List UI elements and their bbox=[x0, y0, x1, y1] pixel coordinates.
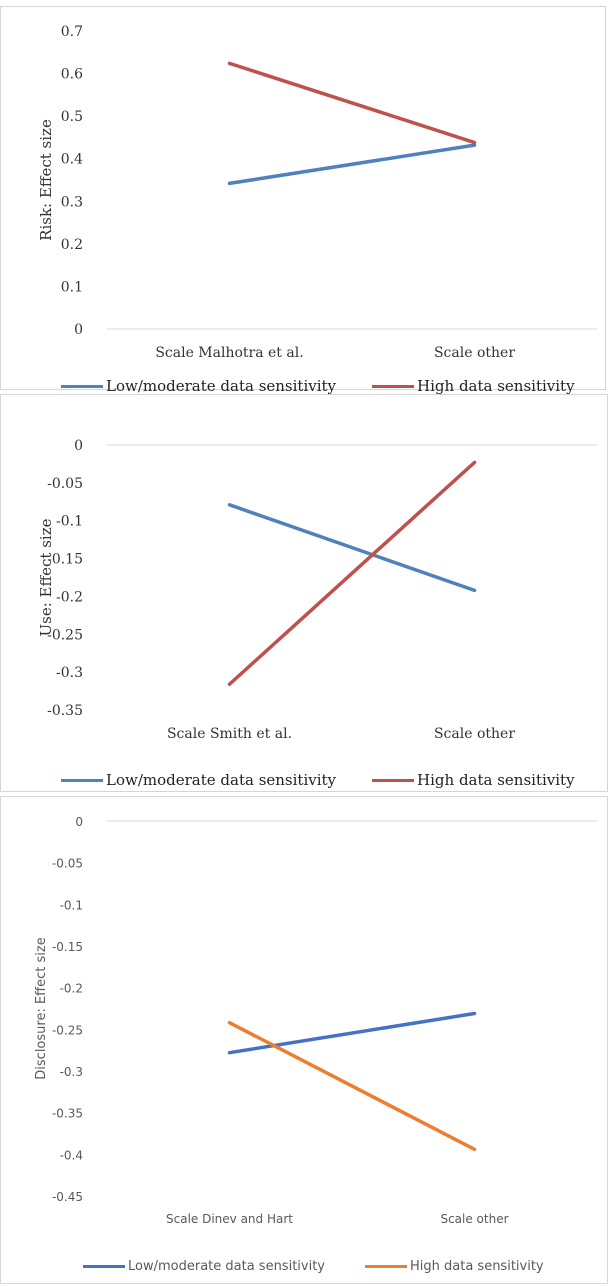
y-tick-label: -0.35 bbox=[52, 1107, 83, 1121]
use-chart-panel: 0 -0.05 -0.1 -0.15 -0.2 -0.25 -0.3 -0.35 Scale S… bbox=[0, 394, 608, 792]
disclosure-chart-panel: 0 -0.05 -0.1 -0.15 -0.2 -0.25 -0.3 -0.35 -0.4 -0.… bbox=[0, 796, 608, 1284]
series-line-high bbox=[227, 460, 477, 687]
y-tick-label: -0.05 bbox=[52, 857, 83, 871]
y-tick-label: 0.5 bbox=[61, 109, 83, 125]
y-tick-label: -0.2 bbox=[56, 589, 83, 605]
y-tick-label: -0.35 bbox=[47, 703, 83, 719]
x-tick-label: Scale Malhotra et al. bbox=[155, 345, 303, 361]
legend-swatch-low bbox=[61, 778, 103, 782]
y-tick-label: -0.3 bbox=[56, 665, 83, 681]
y-tick-label: -0.25 bbox=[52, 1023, 83, 1037]
y-tick-label: -0.45 bbox=[52, 1190, 83, 1204]
legend-swatch-low bbox=[61, 384, 103, 388]
legend-swatch-high bbox=[372, 778, 415, 782]
legend-item-high: High data sensitivity bbox=[365, 1259, 544, 1274]
y-tick-label: 0 bbox=[75, 815, 83, 829]
x-tick-label: Scale Dinev and Hart bbox=[166, 1212, 293, 1226]
series-line-low-moderate bbox=[227, 143, 477, 186]
series-line-high bbox=[227, 1020, 477, 1152]
series-line-low-moderate bbox=[227, 1011, 477, 1055]
legend-item-low: Low/moderate data sensitivity bbox=[83, 1259, 325, 1274]
y-tick-label: -0.1 bbox=[60, 898, 83, 912]
risk-legend: Low/moderate data sensitivity High data … bbox=[61, 377, 575, 395]
y-tick-label: -0.15 bbox=[52, 940, 83, 954]
y-tick-label: 0.2 bbox=[61, 237, 83, 253]
y-axis-title: Risk: Effect size bbox=[37, 119, 55, 241]
x-tick-label: Scale other bbox=[434, 345, 515, 361]
y-axis-title: Disclosure: Effect size bbox=[34, 937, 49, 1079]
y-tick-label: -0.25 bbox=[47, 627, 83, 643]
series-line-low-moderate bbox=[227, 503, 477, 593]
x-tick-label: Scale other bbox=[434, 726, 515, 742]
legend-swatch-high bbox=[365, 1265, 407, 1268]
y-tick-label: 0.1 bbox=[61, 279, 83, 295]
legend-item-high: High data sensitivity bbox=[372, 771, 575, 789]
y-tick-label: 0 bbox=[74, 438, 83, 454]
use-legend: Low/moderate data sensitivity High data … bbox=[61, 771, 575, 789]
legend-item-low: Low/moderate data sensitivity bbox=[61, 377, 336, 395]
legend-swatch-low bbox=[83, 1265, 125, 1268]
x-tick-label: Scale Smith et al. bbox=[167, 726, 292, 742]
y-tick-label: 0 bbox=[74, 322, 83, 338]
y-tick-label: -0.4 bbox=[60, 1148, 83, 1162]
y-tick-label: -0.3 bbox=[60, 1065, 83, 1079]
legend-label-low: Low/moderate data sensitivity bbox=[128, 1259, 325, 1274]
y-tick-label: -0.05 bbox=[47, 476, 83, 492]
y-tick-label: 0.7 bbox=[61, 24, 83, 40]
disclosure-chart: 0 -0.05 -0.1 -0.15 -0.2 -0.25 -0.3 -0.35 -0.4 -0.… bbox=[34, 815, 597, 1226]
x-tick-label: Scale other bbox=[440, 1212, 508, 1226]
legend-swatch-high bbox=[372, 384, 415, 388]
series-line-high bbox=[227, 61, 477, 145]
y-tick-label: -0.1 bbox=[56, 514, 83, 530]
legend-item-high: High data sensitivity bbox=[372, 377, 575, 395]
use-chart: 0 -0.05 -0.1 -0.15 -0.2 -0.25 -0.3 -0.35 Scale S… bbox=[37, 438, 597, 742]
legend-label-low: Low/moderate data sensitivity bbox=[106, 377, 337, 395]
risk-chart-panel: 0.7 0.6 0.5 0.4 0.3 0.2 0.1 0 Scale Malhotra et … bbox=[0, 6, 606, 395]
disclosure-legend: Low/moderate data sensitivity High data … bbox=[83, 1259, 544, 1274]
y-tick-label: 0.6 bbox=[61, 67, 83, 83]
legend-label-high: High data sensitivity bbox=[417, 377, 575, 395]
risk-chart: 0.7 0.6 0.5 0.4 0.3 0.2 0.1 0 Scale Malhotra et … bbox=[37, 24, 597, 361]
legend-label-high: High data sensitivity bbox=[410, 1259, 544, 1274]
y-tick-label: 0.3 bbox=[61, 194, 83, 210]
legend-item-low: Low/moderate data sensitivity bbox=[61, 771, 336, 789]
y-tick-label: 0.4 bbox=[61, 152, 83, 168]
y-tick-label: -0.2 bbox=[60, 982, 83, 996]
legend-label-high: High data sensitivity bbox=[417, 771, 575, 789]
y-axis-title: Use: Effect size bbox=[37, 518, 55, 636]
y-tick-label: -0.15 bbox=[47, 552, 83, 568]
legend-label-low: Low/moderate data sensitivity bbox=[106, 771, 337, 789]
